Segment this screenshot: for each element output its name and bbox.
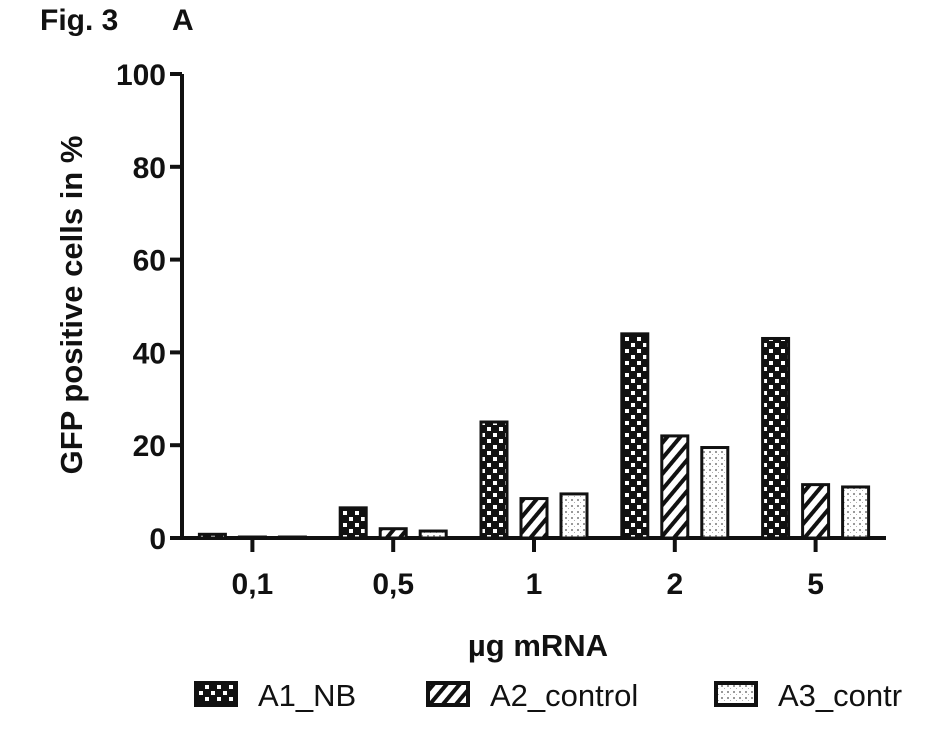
y-tick-label: 60 [133, 245, 166, 278]
bar-a3-contr [702, 448, 728, 538]
bar-a2-control [239, 537, 265, 538]
legend: A1_NB A2_control A3_contr [196, 678, 902, 713]
y-tick-label: 40 [133, 337, 166, 370]
x-tick-label: 5 [807, 568, 824, 601]
bar-a3-contr [843, 487, 869, 538]
bar-a2-control [662, 436, 688, 538]
bar-a1-nb [340, 508, 366, 538]
y-axis: 0 20 40 60 80 100 [116, 59, 182, 556]
bar-a2-control [380, 529, 406, 538]
bar-a3-contr [561, 494, 587, 538]
x-axis-title: µg mRNA [468, 628, 608, 663]
y-tick-label: 0 [149, 523, 166, 556]
y-axis-title: GFP positive cells in % [54, 136, 89, 475]
x-tick-label: 0,5 [372, 568, 414, 601]
bar-a2-control [521, 499, 547, 538]
legend-swatch [428, 683, 468, 705]
y-tick-label: 20 [133, 430, 166, 463]
y-tick-label: 100 [116, 59, 166, 92]
bar-a1-nb [622, 334, 648, 538]
x-tick-label: 2 [666, 568, 683, 601]
legend-entry: A3_contr [778, 678, 902, 713]
legend-entry: A1_NB [258, 678, 356, 713]
bar-a1-nb [199, 534, 225, 538]
bar-a1-nb [481, 422, 507, 538]
legend-swatch [716, 683, 756, 705]
x-axis: 0,1 0,5 1 2 5 [182, 538, 886, 601]
x-tick-label: 0,1 [232, 568, 274, 601]
y-tick-label: 80 [133, 152, 166, 185]
x-tick-label: 1 [526, 568, 543, 601]
bar-a2-control [803, 485, 829, 538]
legend-swatch [196, 683, 236, 705]
bar-a1-nb [763, 338, 789, 538]
bar-a3-contr [279, 537, 305, 538]
bars [199, 334, 868, 538]
legend-entry: A2_control [490, 678, 638, 713]
bar-a3-contr [420, 531, 446, 538]
